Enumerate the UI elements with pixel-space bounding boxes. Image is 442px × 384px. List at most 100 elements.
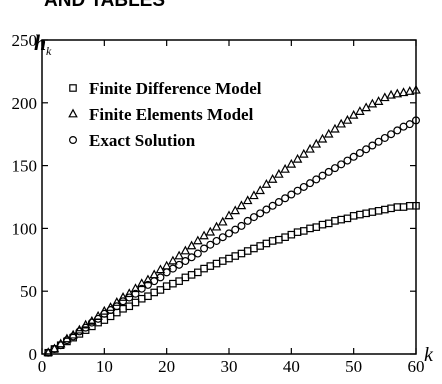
data-point-circle	[387, 130, 396, 139]
data-point-square	[331, 217, 339, 225]
data-point-circle	[349, 152, 358, 161]
data-point-circle	[100, 309, 109, 318]
data-point-triangle	[55, 338, 66, 348]
data-point-triangle	[255, 185, 265, 195]
y-axis-label: h	[34, 30, 46, 55]
data-point-circle	[206, 240, 215, 249]
data-point-circle	[225, 229, 234, 238]
data-point-square	[119, 304, 127, 313]
data-point-square	[306, 224, 314, 233]
data-point-triangle	[261, 178, 272, 188]
data-point-square	[293, 228, 302, 236]
plot-layer	[43, 84, 421, 357]
data-point-circle	[81, 323, 90, 332]
data-point-circle	[231, 225, 240, 234]
legend-marker-circle	[68, 136, 77, 145]
data-point-triangle	[193, 235, 203, 245]
data-point-triangle	[249, 190, 259, 200]
data-point-circle	[318, 171, 327, 180]
x-tick-label: 20	[158, 357, 175, 376]
data-point-square	[387, 204, 395, 213]
data-point-square	[137, 294, 146, 303]
data-point-square	[318, 220, 327, 229]
data-point-square	[181, 273, 190, 282]
data-point-circle	[293, 186, 302, 195]
data-point-circle	[106, 306, 115, 315]
data-point-triangle	[392, 88, 403, 98]
legend-label: Finite Elements Model	[89, 105, 254, 124]
data-point-square	[393, 203, 402, 211]
data-point-square	[200, 264, 208, 273]
data-point-triangle	[236, 200, 247, 210]
data-point-circle	[143, 280, 152, 289]
data-point-triangle	[386, 89, 396, 99]
data-point-square	[262, 239, 271, 248]
data-point-square	[194, 268, 202, 277]
data-point-square	[225, 254, 233, 263]
data-point-triangle	[274, 168, 284, 178]
data-point-square	[381, 205, 389, 214]
data-point-triangle	[242, 195, 253, 205]
data-point-square	[156, 286, 165, 294]
data-point-triangle	[330, 123, 340, 133]
data-point-square	[144, 292, 152, 301]
data-point-circle	[62, 336, 71, 345]
data-point-circle	[181, 257, 190, 266]
data-point-triangle	[380, 92, 390, 102]
data-point-triangle	[292, 153, 303, 163]
data-point-square	[356, 210, 364, 219]
data-point-triangle	[323, 128, 334, 138]
data-point-square	[187, 271, 196, 279]
series-square	[44, 201, 420, 357]
legend-label: Exact Solution	[89, 131, 196, 150]
data-point-circle	[212, 236, 221, 245]
legend-marker-triangle	[68, 108, 78, 118]
data-point-square	[343, 214, 352, 223]
data-point-circle	[343, 156, 352, 165]
data-point-circle	[112, 302, 121, 311]
data-point-circle	[69, 332, 78, 341]
data-point-circle	[94, 314, 103, 323]
x-tick-label: 50	[345, 357, 362, 376]
data-point-circle	[393, 126, 402, 135]
data-point-triangle	[217, 216, 228, 226]
data-point-circle	[380, 133, 389, 142]
data-point-circle	[218, 233, 227, 242]
data-point-circle	[156, 273, 165, 282]
data-point-square	[237, 249, 246, 258]
legend-label: Finite Difference Model	[89, 79, 262, 98]
data-point-circle	[374, 137, 383, 146]
data-point-square	[287, 230, 296, 239]
data-point-circle	[368, 141, 377, 150]
y-tick-label: 50	[20, 282, 37, 301]
data-point-triangle	[286, 158, 297, 168]
data-point-square	[212, 259, 221, 268]
data-point-circle	[125, 293, 134, 302]
data-point-square	[300, 227, 308, 235]
data-point-triangle	[305, 143, 315, 153]
data-point-square	[206, 262, 215, 270]
data-point-circle	[119, 297, 128, 306]
data-point-square	[231, 252, 240, 260]
data-point-circle	[355, 149, 364, 158]
data-point-circle	[200, 244, 209, 253]
data-point-circle	[162, 268, 171, 277]
legend: Finite Difference Model Finite Elements M…	[68, 79, 262, 150]
data-point-square	[150, 288, 159, 297]
x-tick-label: 0	[38, 357, 47, 376]
data-point-triangle	[404, 86, 415, 95]
x-tick-label: 10	[96, 357, 113, 376]
data-point-triangle	[342, 114, 353, 124]
page-header-fragment: AND TABLES	[44, 0, 166, 11]
data-point-circle	[274, 198, 283, 207]
data-point-square	[312, 223, 321, 231]
data-point-circle	[330, 164, 339, 173]
data-point-square	[131, 298, 140, 307]
data-point-triangle	[298, 148, 309, 158]
data-point-circle	[193, 249, 202, 258]
data-point-square	[405, 201, 414, 210]
axis-layer: 0 10 20 30 40 50 60 0 50 100 150 200 250	[12, 31, 425, 376]
data-point-triangle	[74, 324, 85, 334]
